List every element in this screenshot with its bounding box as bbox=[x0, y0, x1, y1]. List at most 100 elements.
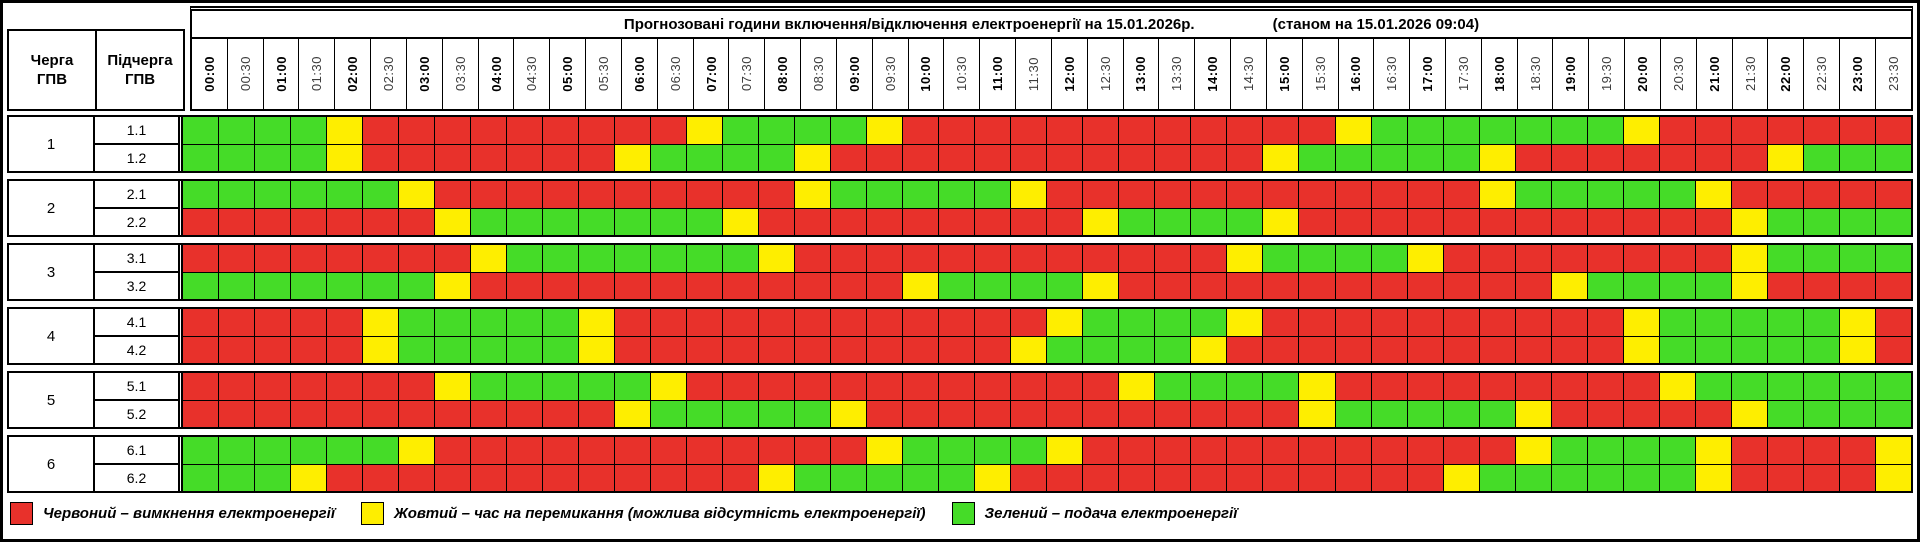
slot-cell bbox=[543, 400, 580, 427]
slot-cell bbox=[795, 181, 832, 208]
time-header-cell: 12:30 bbox=[1087, 39, 1124, 109]
slot-cell bbox=[831, 309, 868, 336]
time-header-row: 00:00 00:30 01:00 01:30 02:00 02:30 03:00 03:30… bbox=[192, 39, 1911, 109]
divider bbox=[180, 117, 183, 171]
slot-cell bbox=[1479, 245, 1516, 272]
slot-cell bbox=[1155, 272, 1192, 299]
slot-cell bbox=[1659, 272, 1696, 299]
slot-cell bbox=[1119, 144, 1156, 171]
slot-cell bbox=[1731, 309, 1768, 336]
slot-cell bbox=[1371, 464, 1408, 491]
slot-cell bbox=[1551, 373, 1588, 400]
slot-cell bbox=[363, 245, 400, 272]
slot-cell bbox=[1515, 144, 1552, 171]
slot-cell bbox=[219, 245, 256, 272]
slot-cell bbox=[399, 181, 436, 208]
slot-cell bbox=[831, 464, 868, 491]
slot-cell bbox=[1587, 336, 1624, 363]
slot-cell bbox=[687, 437, 724, 464]
slot-cell bbox=[1659, 309, 1696, 336]
time-header-cell: 15:30 bbox=[1302, 39, 1339, 109]
schedule-row-2.2 bbox=[183, 208, 1911, 235]
time-label: 14:00 bbox=[1205, 56, 1221, 92]
legend-item-Y: Жовтий – час на перемикання (можлива від… bbox=[361, 502, 926, 525]
slot-cell bbox=[975, 336, 1012, 363]
slot-cell bbox=[867, 245, 904, 272]
slot-cell bbox=[1155, 245, 1192, 272]
time-label: 17:00 bbox=[1420, 56, 1436, 92]
slot-cell bbox=[1335, 373, 1372, 400]
slot-cell bbox=[1803, 181, 1840, 208]
slot-cell bbox=[1155, 181, 1192, 208]
slot-cell bbox=[1731, 464, 1768, 491]
slot-cell bbox=[615, 117, 652, 144]
slot-cell bbox=[1515, 309, 1552, 336]
time-header-cell: 13:30 bbox=[1159, 39, 1196, 109]
slot-cell bbox=[1695, 144, 1732, 171]
slot-cell bbox=[867, 208, 904, 235]
slot-cell bbox=[1263, 144, 1300, 171]
slot-cell bbox=[615, 437, 652, 464]
slot-cell bbox=[255, 144, 292, 171]
slot-cell bbox=[1335, 117, 1372, 144]
subqueue-label: 3.2 bbox=[126, 278, 147, 294]
subqueue-label: 1.2 bbox=[126, 150, 147, 166]
slot-cell bbox=[399, 309, 436, 336]
slot-cell bbox=[1623, 437, 1660, 464]
slot-cell bbox=[1731, 373, 1768, 400]
slot-cell bbox=[1263, 309, 1300, 336]
group-grid bbox=[183, 245, 1911, 299]
time-label: 21:00 bbox=[1706, 56, 1722, 92]
slot-cell bbox=[687, 336, 724, 363]
slot-cell bbox=[183, 208, 220, 235]
slot-cell bbox=[1227, 245, 1264, 272]
slot-cell bbox=[975, 245, 1012, 272]
slot-cell bbox=[939, 181, 976, 208]
slot-cell bbox=[1155, 336, 1192, 363]
slot-cell bbox=[759, 309, 796, 336]
time-label: 04:00 bbox=[488, 56, 504, 92]
slot-cell bbox=[507, 144, 544, 171]
divider bbox=[180, 437, 183, 491]
slot-cell bbox=[1443, 437, 1480, 464]
slot-cell bbox=[1083, 400, 1120, 427]
slot-cell bbox=[939, 400, 976, 427]
slot-cell bbox=[363, 208, 400, 235]
slot-cell bbox=[1083, 181, 1120, 208]
time-header-cell: 00:00 bbox=[192, 39, 228, 109]
slot-cell bbox=[1839, 373, 1876, 400]
time-label: 08:00 bbox=[775, 56, 791, 92]
slot-cell bbox=[1623, 309, 1660, 336]
slot-cell bbox=[651, 272, 688, 299]
slot-cell bbox=[1227, 208, 1264, 235]
slot-cell bbox=[435, 117, 472, 144]
time-header-cell: 15:00 bbox=[1266, 39, 1303, 109]
divider bbox=[180, 245, 183, 299]
slot-cell bbox=[1695, 272, 1732, 299]
slot-cell bbox=[291, 272, 328, 299]
slot-cell bbox=[615, 144, 652, 171]
queue-number: 5 bbox=[9, 373, 95, 427]
slot-cell bbox=[1407, 272, 1444, 299]
slot-cell bbox=[1407, 181, 1444, 208]
slot-cell bbox=[795, 464, 832, 491]
slot-cell bbox=[867, 117, 904, 144]
time-header-cell: 06:00 bbox=[621, 39, 658, 109]
slot-cell bbox=[1155, 400, 1192, 427]
slot-cell bbox=[975, 181, 1012, 208]
slot-cell bbox=[579, 144, 616, 171]
slot-cell bbox=[183, 464, 220, 491]
slot-cell bbox=[1479, 117, 1516, 144]
slot-cell bbox=[615, 336, 652, 363]
slot-cell bbox=[903, 373, 940, 400]
slot-cell bbox=[831, 373, 868, 400]
slot-cell bbox=[1479, 144, 1516, 171]
time-header-cell: 22:30 bbox=[1804, 39, 1841, 109]
slot-cell bbox=[651, 309, 688, 336]
slot-cell bbox=[579, 464, 616, 491]
slot-cell bbox=[1839, 309, 1876, 336]
slot-cell bbox=[1623, 117, 1660, 144]
group-grid bbox=[183, 117, 1911, 171]
time-label: 01:00 bbox=[273, 56, 289, 92]
slot-cell bbox=[1299, 464, 1336, 491]
